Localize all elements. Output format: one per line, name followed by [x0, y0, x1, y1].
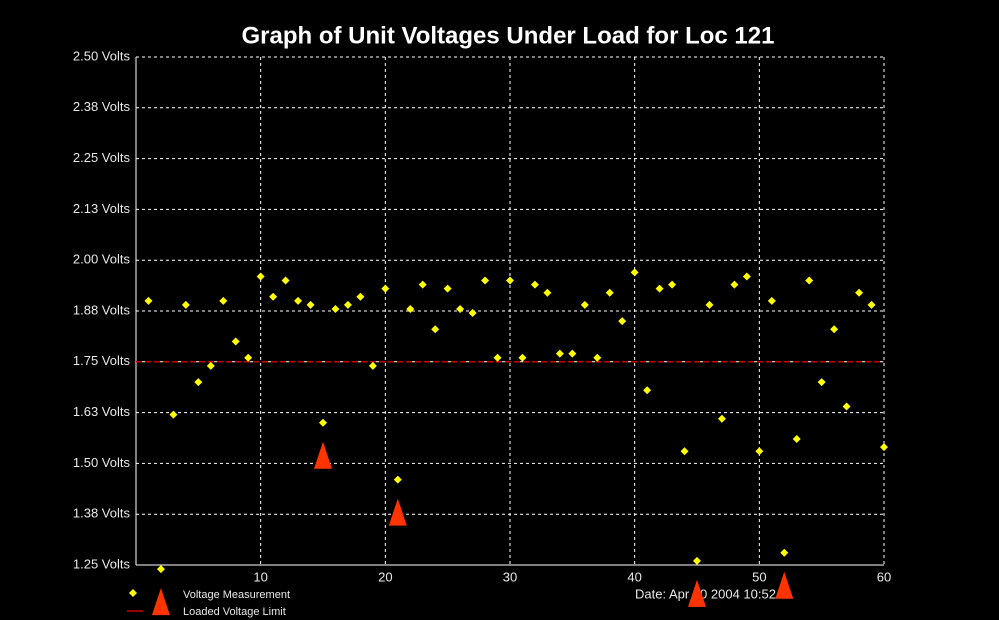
data-point — [493, 353, 502, 362]
x-tick-label: 60 — [877, 569, 891, 584]
y-tick-label: 2.00 Volts — [73, 252, 131, 267]
data-point — [194, 378, 203, 387]
data-point — [269, 292, 278, 301]
data-point — [256, 272, 265, 281]
legend-label: Voltage Measurement — [183, 589, 290, 601]
data-point — [181, 300, 190, 309]
data-point — [219, 296, 228, 305]
data-point — [169, 410, 178, 419]
data-point — [742, 272, 751, 281]
data-point — [393, 475, 402, 484]
legend-marker — [129, 589, 137, 597]
legend-label: Loaded Voltage Limit — [183, 606, 286, 618]
data-point — [618, 317, 627, 326]
data-point — [319, 418, 327, 427]
data-point — [880, 443, 888, 452]
data-point — [792, 435, 801, 444]
data-point — [755, 447, 764, 456]
data-point — [206, 361, 215, 370]
data-point — [817, 378, 826, 387]
data-point — [767, 296, 776, 305]
data-point — [144, 296, 153, 305]
data-point — [506, 276, 514, 285]
y-tick-label: 1.50 Volts — [73, 455, 131, 470]
y-tick-label: 1.38 Volts — [73, 506, 131, 521]
data-point — [693, 556, 701, 565]
x-tick-label: 30 — [503, 569, 517, 584]
data-point — [306, 300, 315, 309]
data-point — [530, 280, 539, 289]
date-label: Date: Apr 30 2004 10:52 — [635, 586, 776, 601]
y-tick-label: 1.88 Volts — [73, 302, 131, 317]
data-point — [356, 292, 365, 301]
y-tick-label: 1.75 Volts — [73, 353, 131, 368]
data-point — [456, 304, 465, 313]
y-tick-label: 1.25 Volts — [73, 556, 131, 571]
data-point — [580, 300, 589, 309]
data-point — [294, 296, 303, 305]
flag-marker — [775, 571, 794, 599]
data-point — [605, 288, 614, 297]
x-tick-label: 50 — [752, 569, 766, 584]
data-point — [406, 304, 415, 313]
data-point — [855, 288, 864, 297]
data-point — [443, 284, 452, 293]
data-point — [343, 300, 352, 309]
data-point — [381, 284, 390, 293]
flag-marker — [151, 588, 170, 616]
data-point — [593, 353, 602, 362]
data-point — [643, 386, 652, 395]
data-point — [244, 353, 253, 362]
flag-marker — [388, 498, 407, 526]
data-point — [805, 276, 814, 285]
data-point — [156, 565, 165, 574]
data-point — [481, 276, 490, 285]
data-point — [568, 349, 577, 358]
data-point — [780, 548, 789, 557]
data-point — [468, 309, 477, 318]
data-point — [281, 276, 290, 285]
data-point — [830, 325, 839, 334]
data-point — [630, 268, 639, 277]
data-point — [705, 300, 714, 309]
flag-marker — [688, 579, 706, 607]
y-tick-label: 2.50 Volts — [73, 48, 131, 63]
chart-title: Graph of Unit Voltages Under Load for Lo… — [242, 22, 775, 49]
data-point — [555, 349, 564, 358]
flag-marker — [314, 441, 332, 469]
y-tick-label: 2.13 Volts — [73, 201, 131, 216]
data-point — [231, 337, 240, 346]
data-point — [518, 353, 527, 362]
data-point — [543, 288, 552, 297]
data-point — [418, 280, 427, 289]
data-point — [431, 325, 440, 334]
data-point — [331, 304, 340, 313]
data-point — [867, 300, 876, 309]
x-tick-label: 20 — [378, 569, 392, 584]
data-point — [717, 414, 726, 423]
data-point — [655, 284, 664, 293]
data-point — [730, 280, 739, 289]
y-tick-label: 1.63 Volts — [73, 404, 131, 419]
data-point — [368, 361, 377, 370]
data-point — [842, 402, 851, 411]
y-tick-label: 2.25 Volts — [73, 150, 131, 165]
x-tick-label: 40 — [627, 569, 641, 584]
x-tick-label: 10 — [253, 569, 267, 584]
data-point — [680, 447, 689, 456]
y-tick-label: 2.38 Volts — [73, 99, 131, 114]
data-point — [668, 280, 677, 289]
